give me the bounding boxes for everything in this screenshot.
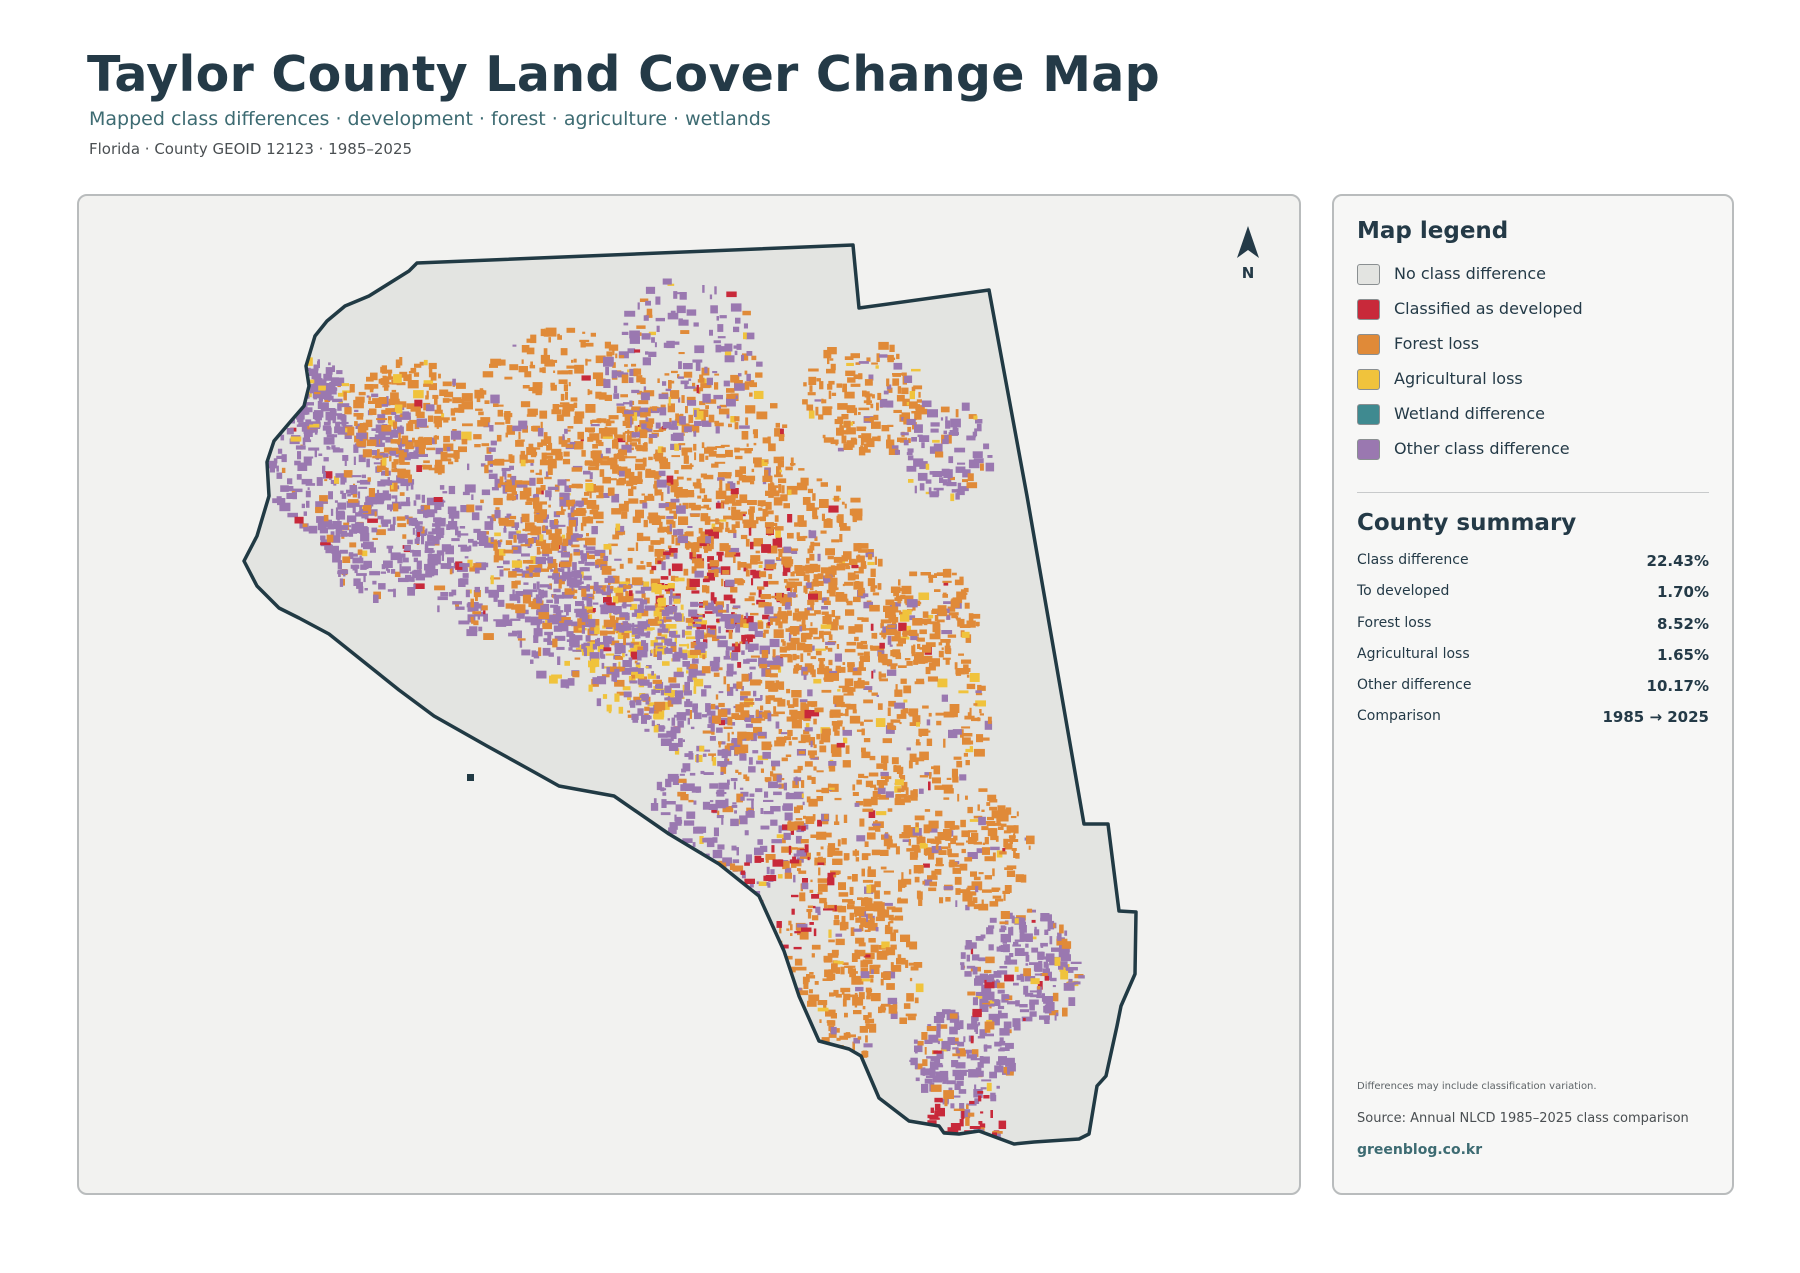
site-link[interactable]: greenblog.co.kr bbox=[1357, 1142, 1483, 1158]
page-title: Taylor County Land Cover Change Map bbox=[87, 46, 1160, 103]
summary-row: Comparison 1985 → 2025 bbox=[1357, 708, 1709, 739]
source-note: Source: Annual NLCD 1985–2025 class comp… bbox=[1357, 1111, 1689, 1126]
legend-swatch bbox=[1357, 439, 1380, 460]
legend-swatch bbox=[1357, 369, 1380, 390]
summary-value: 1.70% bbox=[1656, 583, 1709, 602]
summary-value: 22.43% bbox=[1646, 552, 1709, 570]
north-arrow-icon bbox=[1237, 226, 1259, 258]
summary-value: 8.52% bbox=[1656, 614, 1709, 633]
legend-swatch bbox=[1357, 264, 1380, 285]
summary-row: Class difference 22.43% bbox=[1357, 552, 1709, 583]
legend-swatch bbox=[1357, 404, 1380, 425]
legend-label: Other class difference bbox=[1394, 439, 1570, 458]
footnote: Differences may include classification v… bbox=[1357, 1081, 1597, 1092]
legend-swatch bbox=[1357, 299, 1380, 320]
change-pixels-layer bbox=[254, 278, 1085, 1144]
legend-label: Agricultural loss bbox=[1394, 369, 1523, 388]
legend-panel: Map legend No class difference Classifie… bbox=[1332, 194, 1734, 1195]
legend-swatch bbox=[1357, 334, 1380, 355]
summary-label: Other difference bbox=[1357, 677, 1472, 694]
summary-value: 1.65% bbox=[1656, 645, 1709, 664]
summary-label: Class difference bbox=[1357, 552, 1469, 568]
page-subtitle: Mapped class differences · development ·… bbox=[89, 108, 771, 130]
summary-list: Class difference 22.43% To developed 1.7… bbox=[1357, 552, 1709, 740]
summary-value: 10.17% bbox=[1646, 677, 1709, 696]
summary-title: County summary bbox=[1357, 510, 1577, 536]
county-boundary bbox=[242, 243, 1138, 1146]
summary-label: Agricultural loss bbox=[1357, 645, 1470, 662]
page-meta: Florida · County GEOID 12123 · 1985–2025 bbox=[89, 140, 413, 158]
legend-label: No class difference bbox=[1394, 264, 1546, 283]
summary-label: Forest loss bbox=[1357, 614, 1432, 631]
north-arrow-label: N bbox=[1241, 264, 1255, 282]
legend-label: Wetland difference bbox=[1394, 404, 1545, 423]
legend-label: Classified as developed bbox=[1394, 299, 1583, 318]
summary-row: Agricultural loss 1.65% bbox=[1357, 646, 1709, 677]
summary-row: To developed 1.70% bbox=[1357, 583, 1709, 614]
county-map[interactable] bbox=[79, 196, 1303, 1197]
map-panel[interactable]: N bbox=[77, 194, 1301, 1195]
summary-label: Comparison bbox=[1357, 708, 1441, 725]
summary-row: Forest loss 8.52% bbox=[1357, 615, 1709, 646]
legend-title: Map legend bbox=[1357, 218, 1509, 244]
summary-row: Other difference 10.17% bbox=[1357, 677, 1709, 708]
north-arrow: N bbox=[1228, 224, 1268, 284]
summary-value: 1985 → 2025 bbox=[1602, 708, 1709, 727]
legend-divider bbox=[1357, 492, 1709, 493]
summary-label: To developed bbox=[1357, 583, 1450, 600]
legend-label: Forest loss bbox=[1394, 334, 1480, 353]
